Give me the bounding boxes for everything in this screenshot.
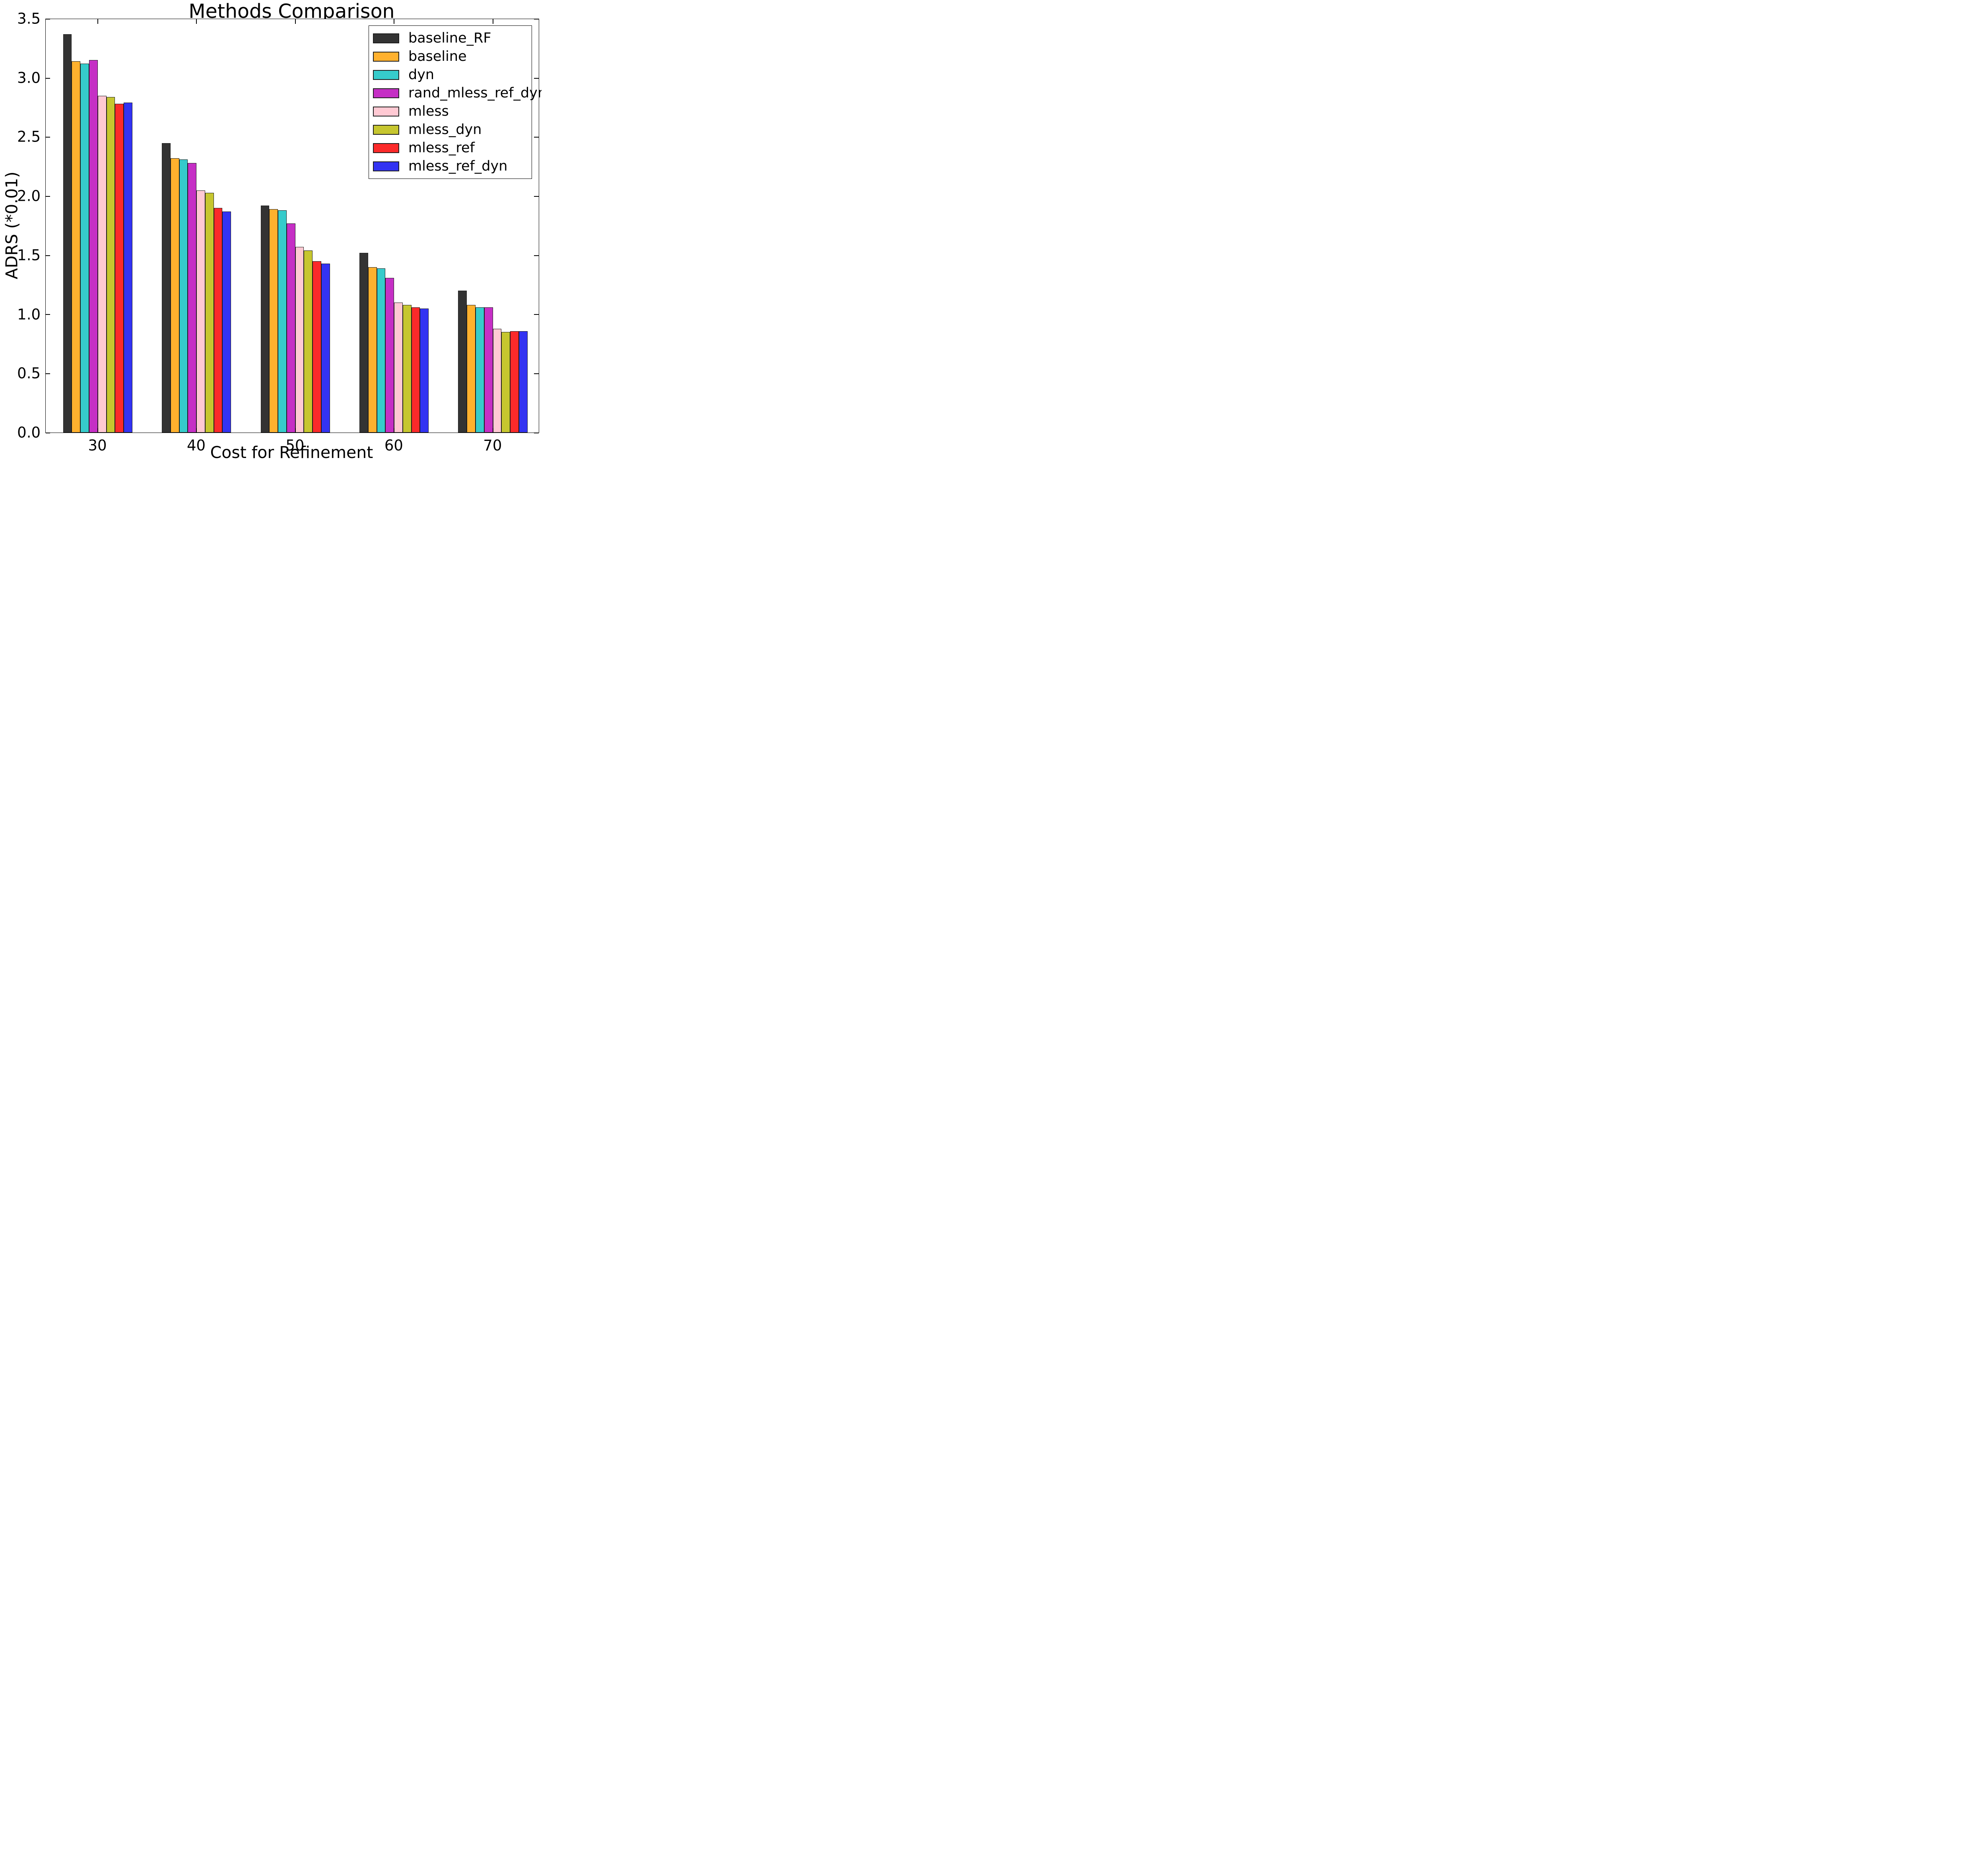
bar-mless_ref_dyn-70 [518, 331, 528, 433]
bar-mless_ref-50 [313, 261, 321, 433]
bar-mless_dyn-40 [205, 192, 214, 433]
legend-item: mless_ref_dyn [373, 159, 528, 173]
bar-mless_ref-40 [214, 208, 223, 433]
x-tick-label: 70 [483, 437, 502, 454]
legend-item: baseline_RF [373, 31, 528, 45]
bar-baseline_RF-70 [458, 291, 467, 433]
bar-baseline-30 [72, 61, 81, 433]
bar-mless_dyn-30 [106, 97, 115, 433]
y-tick-label: 2.5 [17, 128, 41, 146]
bar-dyn-30 [80, 64, 89, 433]
bar-rand_mless_ref_dyn-40 [188, 163, 197, 433]
bar-mless-50 [295, 247, 304, 433]
x-tick-mark [196, 428, 197, 433]
bar-dyn-40 [179, 159, 188, 433]
bar-rand_mless_ref_dyn-50 [286, 223, 295, 433]
bar-mless-30 [97, 95, 107, 433]
legend-swatch-baseline_RF [373, 33, 399, 43]
legend-item: baseline [373, 49, 528, 64]
x-tick-label: 60 [384, 437, 403, 454]
legend-label: rand_mless_ref_dyn [408, 85, 542, 101]
y-tick-label: 2.0 [17, 187, 41, 205]
y-tick-mark [45, 196, 50, 197]
legend-item: mless_ref [373, 141, 528, 155]
x-tick-mark [97, 19, 98, 24]
x-tick-label: 40 [186, 437, 206, 454]
bar-baseline_RF-60 [359, 253, 368, 433]
legend-swatch-dyn [373, 70, 399, 80]
y-tick-mark [45, 78, 50, 79]
bar-dyn-70 [475, 307, 484, 433]
bar-baseline_RF-50 [260, 206, 270, 433]
bar-mless-60 [394, 303, 403, 433]
bar-mless_ref-30 [115, 104, 124, 433]
x-tick-mark [97, 428, 98, 433]
y-tick-label: 3.5 [17, 10, 41, 27]
bar-mless_dyn-50 [304, 250, 313, 433]
y-tick-mark [45, 137, 50, 138]
y-tick-mark [534, 196, 539, 197]
x-tick-label: 50 [285, 437, 305, 454]
bar-mless_dyn-70 [501, 332, 511, 433]
y-tick-label: 1.0 [17, 306, 41, 323]
bar-dyn-50 [278, 210, 287, 433]
bar-mless_ref-60 [411, 307, 420, 433]
y-tick-label: 0.5 [17, 365, 41, 382]
x-tick-label: 30 [88, 437, 107, 454]
y-tick-mark [534, 137, 539, 138]
x-tick-mark [196, 19, 197, 24]
y-tick-mark [45, 373, 50, 375]
bar-mless-70 [493, 328, 502, 433]
legend-swatch-rand_mless_ref_dyn [373, 88, 399, 98]
y-tick-mark [534, 314, 539, 315]
legend-swatch-baseline [373, 51, 399, 62]
legend-swatch-mless_ref_dyn [373, 161, 399, 171]
legend-label: baseline_RF [408, 30, 491, 46]
legend-swatch-mless [373, 106, 399, 116]
y-tick-mark [534, 373, 539, 375]
legend: baseline_RF baseline dyn rand_mless_ref_dyn… [369, 25, 542, 179]
legend-label: mless_ref [408, 140, 475, 156]
legend-item: mless_dyn [373, 122, 528, 137]
bar-mless_ref_dyn-30 [124, 103, 132, 433]
y-tick-label: 1.5 [17, 246, 41, 264]
bar-dyn-60 [377, 268, 386, 433]
bar-baseline-50 [269, 209, 278, 433]
legend-item: mless [373, 104, 528, 118]
x-tick-mark [295, 428, 296, 433]
y-tick-label: 3.0 [17, 69, 41, 87]
legend-item: rand_mless_ref_dyn [373, 86, 542, 100]
bar-baseline-40 [170, 158, 179, 433]
legend-label: mless [408, 103, 449, 119]
bar-mless_dyn-60 [402, 305, 412, 433]
figure: Methods Comparison ADRS (*0.01) Cost for… [0, 0, 542, 466]
legend-swatch-mless_dyn [373, 124, 399, 135]
bar-rand_mless_ref_dyn-30 [89, 60, 98, 433]
bar-mless_ref_dyn-60 [420, 309, 429, 433]
legend-label: mless_dyn [408, 121, 482, 138]
y-tick-mark [45, 255, 50, 256]
bar-mless_ref-70 [510, 331, 519, 433]
y-tick-mark [534, 255, 539, 256]
bar-mless-40 [196, 190, 205, 433]
bar-rand_mless_ref_dyn-70 [484, 307, 493, 433]
legend-swatch-mless_ref [373, 143, 399, 153]
legend-label: baseline [408, 48, 467, 64]
x-tick-mark [295, 19, 296, 24]
legend-item: dyn [373, 68, 528, 82]
y-tick-mark [534, 78, 539, 79]
x-axis-label: Cost for Refinement [210, 443, 373, 462]
bar-mless_ref_dyn-50 [321, 263, 330, 433]
bar-baseline-70 [467, 305, 476, 433]
bar-baseline_RF-30 [63, 34, 72, 433]
bar-rand_mless_ref_dyn-60 [385, 278, 394, 433]
legend-label: dyn [408, 66, 435, 83]
bar-baseline_RF-40 [162, 143, 171, 433]
y-tick-label: 0.0 [17, 424, 41, 441]
y-tick-mark [45, 314, 50, 315]
bar-mless_ref_dyn-40 [222, 212, 231, 433]
legend-label: mless_ref_dyn [408, 158, 508, 174]
bar-baseline-60 [368, 267, 377, 433]
